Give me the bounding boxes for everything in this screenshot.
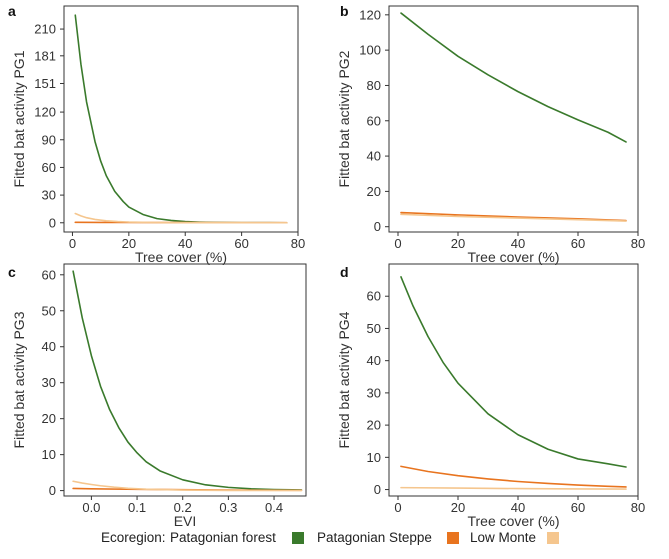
y-tick-label: 50: [367, 321, 381, 336]
panel-d: d 0 10 20 30 40 50 60 0 20 40 60 80 Tree cover (%) Fit…: [336, 263, 645, 529]
panel-a: a 0 30 60 90 120 151 181 210 0 20 40 60 80 Tree cover …: [8, 3, 305, 265]
y-tick-label: 120: [34, 105, 56, 120]
x-tick-label: 60: [571, 236, 585, 251]
legend-swatch-patagonian-steppe: [447, 532, 459, 544]
y-tick-label: 151: [34, 76, 56, 91]
y-tick-label: 20: [42, 411, 56, 426]
x-tick-label: 0.2: [174, 500, 192, 515]
y-tick-label: 20: [367, 184, 381, 199]
legend-label-low-monte: Low Monte: [470, 530, 536, 545]
series-line-low-monte: [400, 486, 627, 490]
x-tick-label: 0: [69, 236, 76, 251]
x-axis-label: EVI: [174, 513, 197, 529]
plot-frame: [63, 263, 307, 497]
series-line-low-monte: [400, 213, 627, 222]
series-line-patagonian-forest: [72, 270, 303, 491]
y-tick-label: 120: [359, 7, 381, 22]
y-tick-label: 0: [49, 483, 56, 498]
panel-letter-c: c: [8, 264, 16, 280]
y-tick-label: 80: [367, 78, 381, 93]
x-axis-label: Tree cover (%): [135, 249, 227, 265]
panel-letter-d: d: [340, 264, 349, 280]
x-tick-label: 60: [571, 500, 585, 515]
legend-swatch-low-monte: [547, 532, 559, 544]
plot-frame: [388, 263, 639, 497]
y-axis-label: Fitted bat activity PG4: [336, 311, 352, 448]
y-tick-label: 100: [359, 43, 381, 58]
x-tick-label: 60: [234, 236, 248, 251]
y-tick-label: 50: [42, 303, 56, 318]
x-tick-label: 0: [394, 500, 401, 515]
y-tick-label: 10: [367, 450, 381, 465]
panel-letter-a: a: [8, 3, 16, 19]
panels: a 0 30 60 90 120 151 181 210 0 20 40 60 80 Tree cover …: [8, 3, 645, 529]
x-tick-label: 0.0: [82, 500, 100, 515]
y-tick-label: 30: [42, 375, 56, 390]
x-tick-label: 40: [178, 236, 192, 251]
x-tick-label: 20: [451, 500, 465, 515]
x-tick-label: 80: [631, 500, 645, 515]
series-line-patagonian-forest: [400, 12, 627, 143]
x-tick-label: 20: [122, 236, 136, 251]
y-tick-label: 0: [374, 219, 381, 234]
series-line-patagonian-forest: [74, 14, 288, 224]
y-tick-label: 60: [367, 113, 381, 128]
panel-letter-b: b: [340, 3, 349, 19]
y-tick-label: 0: [49, 215, 56, 230]
y-axis-label: Fitted bat activity PG3: [11, 311, 27, 448]
legend-label-patagonian-forest: Patagonian forest: [170, 530, 276, 545]
y-tick-label: 60: [367, 289, 381, 304]
series-line-patagonian-forest: [400, 276, 627, 468]
x-tick-label: 40: [511, 236, 525, 251]
legend-label-patagonian-steppe: Patagonian Steppe: [317, 530, 432, 545]
series-line-patagonian-steppe: [400, 465, 627, 488]
y-tick-label: 10: [42, 447, 56, 462]
y-tick-label: 20: [367, 418, 381, 433]
y-axis-label: Fitted bat activity PG2: [336, 50, 352, 187]
legend: Ecoregion: Patagonian forest Patagonian …: [101, 530, 559, 545]
series-line-low-monte: [74, 212, 288, 224]
x-tick-label: 80: [291, 236, 305, 251]
y-tick-label: 60: [42, 160, 56, 175]
x-tick-label: 40: [511, 500, 525, 515]
x-axis-label: Tree cover (%): [467, 513, 559, 529]
panel-b: b 0 20 40 60 80 100 120 0 20 40 60 80 Tree cover (%) F…: [336, 3, 645, 265]
y-tick-label: 30: [367, 385, 381, 400]
y-tick-label: 181: [34, 48, 56, 63]
y-tick-label: 90: [42, 132, 56, 147]
y-tick-label: 40: [367, 149, 381, 164]
legend-title: Ecoregion:: [101, 530, 166, 545]
y-tick-label: 30: [42, 188, 56, 203]
x-tick-label: 0.3: [219, 500, 237, 515]
y-tick-label: 0: [374, 482, 381, 497]
x-tick-label: 80: [631, 236, 645, 251]
x-tick-label: 0.4: [265, 500, 283, 515]
plot-frame: [63, 5, 299, 233]
x-tick-label: 20: [451, 236, 465, 251]
y-tick-label: 60: [42, 267, 56, 282]
plot-frame: [388, 5, 639, 233]
x-tick-label: 0.1: [128, 500, 146, 515]
y-axis-label: Fitted bat activity PG1: [11, 50, 27, 187]
y-tick-label: 210: [34, 22, 56, 37]
x-tick-label: 0: [394, 236, 401, 251]
panel-c: c 0 10 20 30 40 50 60 0.0 0.1 0.2 0.3 0.4 EVI Fitted b…: [8, 263, 307, 529]
x-axis-label: Tree cover (%): [467, 249, 559, 265]
series-line-low-monte: [72, 480, 303, 492]
y-tick-label: 40: [367, 353, 381, 368]
y-tick-label: 40: [42, 339, 56, 354]
legend-swatch-patagonian-forest: [292, 532, 304, 544]
